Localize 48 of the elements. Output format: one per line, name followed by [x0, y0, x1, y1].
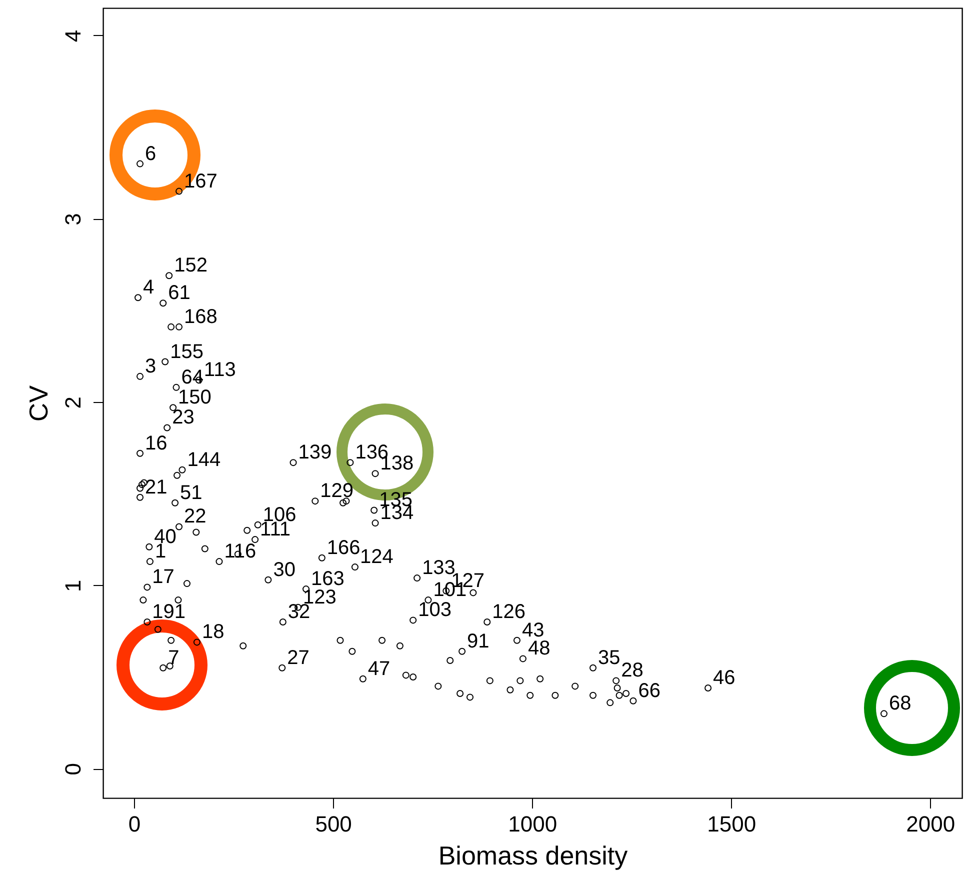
annotation: 166	[326, 536, 360, 559]
annotation: 150	[178, 386, 212, 409]
annotation: 144	[187, 448, 221, 471]
annotation: 21	[145, 476, 168, 498]
annotation: 103	[418, 599, 452, 622]
annotation: 17	[152, 566, 174, 588]
annotation: 22	[184, 506, 206, 528]
y-tick-label: 3	[60, 213, 86, 226]
annotation: 152	[174, 254, 208, 277]
annotation: 4	[143, 276, 154, 299]
annotation: 191	[152, 601, 186, 624]
x-tick-label: 0	[128, 812, 141, 836]
annotation: 91	[467, 630, 490, 652]
annotation: 168	[184, 306, 218, 328]
annotation: 64	[181, 366, 204, 388]
annotation: 163	[311, 568, 344, 590]
annotation: 46	[713, 667, 736, 690]
annotation: 155	[170, 340, 204, 363]
annotation: 3	[145, 355, 156, 378]
y-axis-title: CV	[24, 384, 54, 422]
annotation: 35	[598, 646, 620, 669]
x-axis-title: Biomass density	[438, 840, 628, 870]
annotation: 6	[145, 142, 156, 165]
annotation: 28	[621, 660, 644, 682]
y-tick-label: 1	[60, 580, 86, 592]
annotation: 124	[360, 546, 394, 568]
annotation: 68	[888, 692, 912, 715]
x-tick-label: 2000	[906, 812, 956, 836]
y-tick-label: 4	[60, 30, 86, 42]
annotation: 139	[298, 442, 332, 464]
annotation: 129	[320, 480, 354, 502]
annotation: 51	[180, 482, 202, 504]
y-tick-label: 0	[60, 763, 86, 776]
annotation: 61	[168, 282, 190, 304]
annotation: 27	[287, 646, 310, 669]
annotation: 116	[224, 540, 256, 563]
annotation: 16	[145, 432, 168, 454]
annotation: 18	[202, 621, 224, 644]
x-tick-label: 1000	[508, 812, 558, 836]
x-tick-label: 1500	[707, 812, 756, 836]
annotation: 30	[273, 558, 296, 581]
y-tick-label: 2	[60, 396, 86, 409]
annotation: 7	[168, 646, 180, 669]
annotation: 113	[204, 359, 236, 382]
annotation: 23	[172, 406, 194, 429]
annotation: 66	[638, 680, 660, 702]
annotation: 47	[368, 658, 390, 680]
x-tick-label: 500	[315, 812, 352, 836]
